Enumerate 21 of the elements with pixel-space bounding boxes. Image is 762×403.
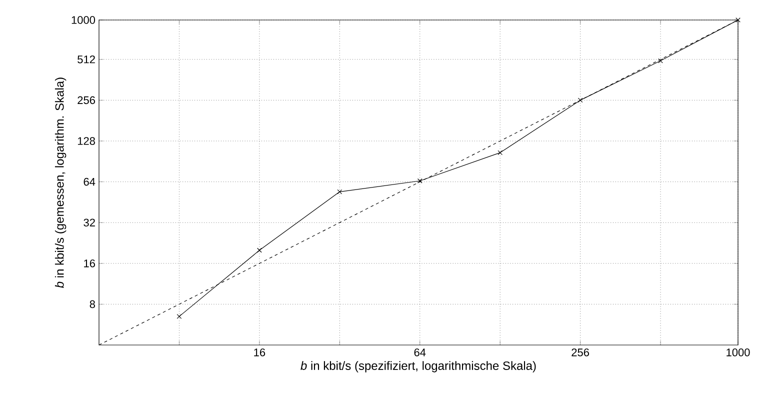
point (337, 189, 342, 194)
y-tick-label: 64 (84, 178, 96, 186)
x-tick-label: 1000 (726, 348, 750, 356)
point (578, 98, 583, 103)
point (658, 58, 663, 64)
y-axis-title: b in kbit/s (gemessen, logarithm. Skala) (54, 78, 66, 288)
y-tick-label: 256 (78, 96, 95, 104)
y-tick-label: 16 (84, 260, 96, 268)
y-tick-label: 512 (78, 55, 95, 64)
y-tick-label: 1000 (72, 16, 96, 24)
x-axis-title: b in kbit/s (spezifiziert, logarithmische Skala) (300, 361, 536, 372)
x-tick-label: 64 (414, 348, 426, 356)
y-tick-label: 8 (90, 300, 96, 308)
y-tick-label: 128 (78, 137, 95, 145)
x-tick-label: 16 (254, 348, 266, 356)
y-tick-label: 32 (84, 218, 95, 226)
point (176, 314, 182, 319)
x-tick-label: 256 (572, 348, 590, 356)
point (417, 178, 422, 184)
point (257, 248, 262, 253)
point (498, 150, 503, 156)
